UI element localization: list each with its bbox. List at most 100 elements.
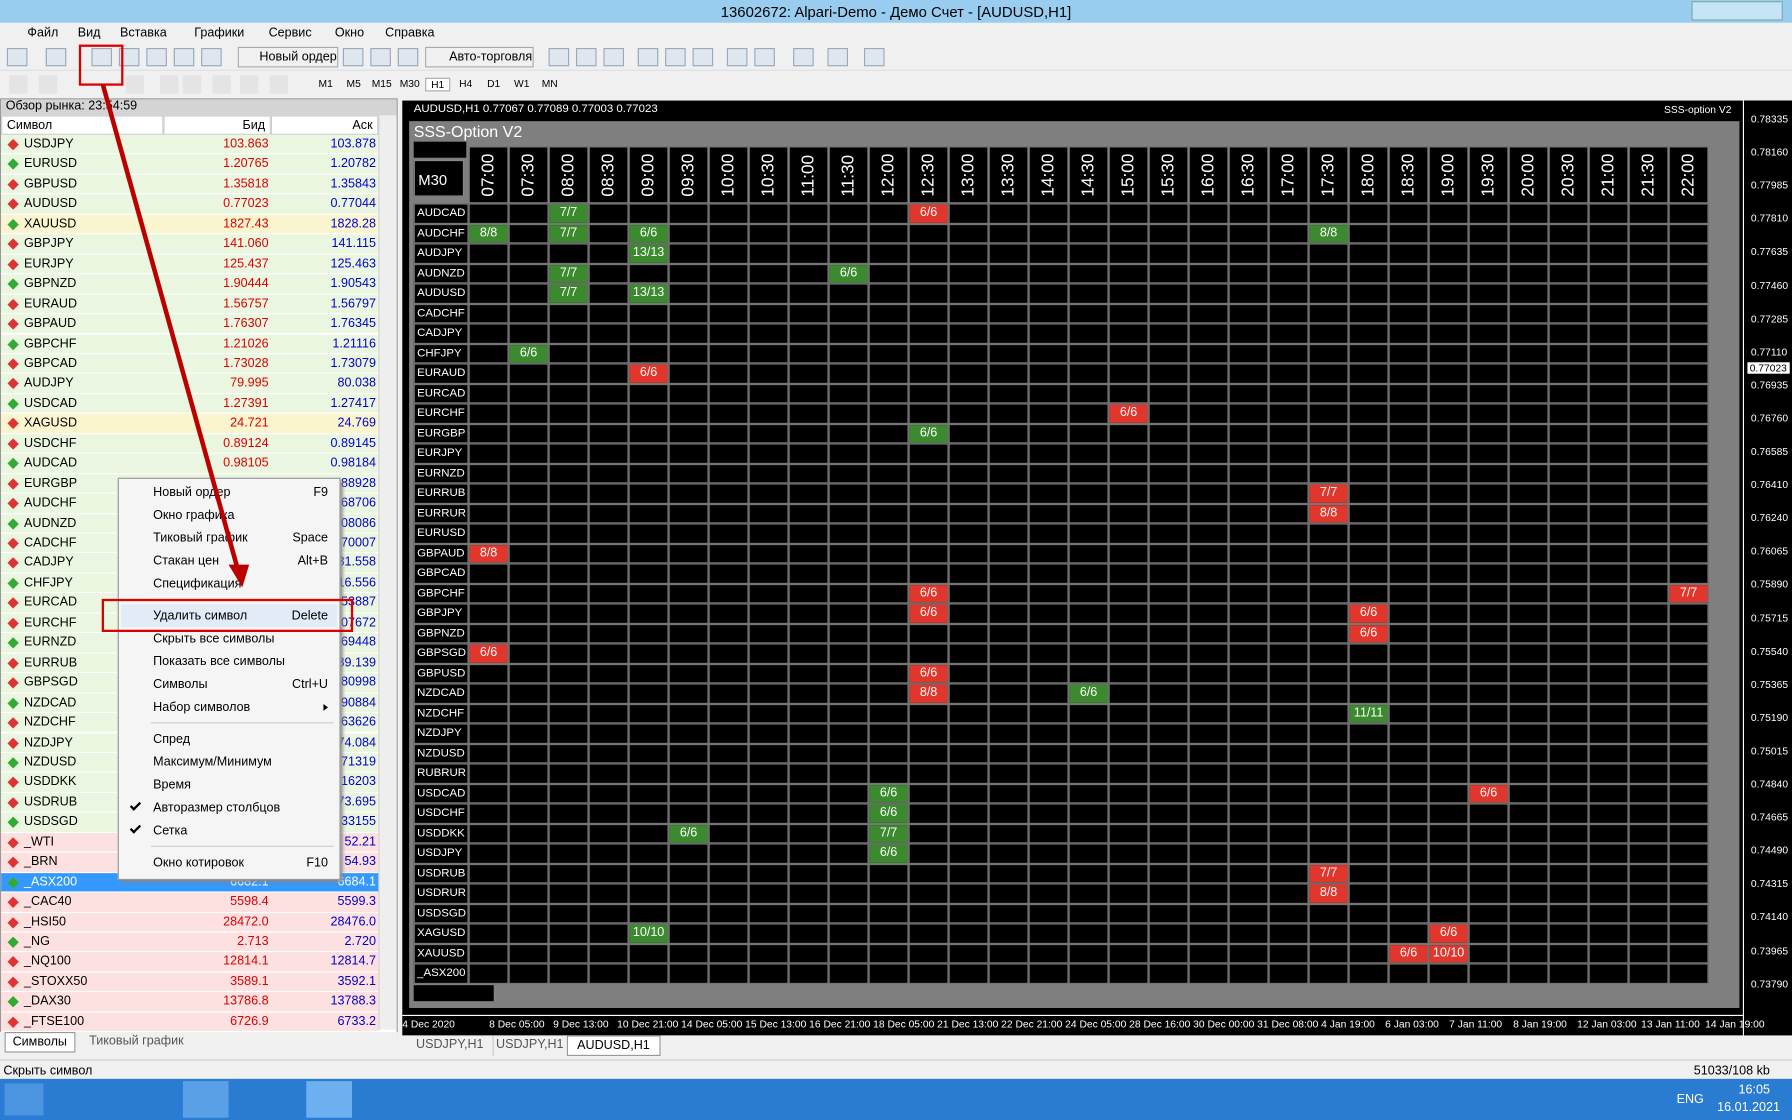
signal-cell[interactable]: 6/6	[509, 344, 548, 363]
toolbar-icon[interactable]	[863, 47, 885, 67]
market-row[interactable]: GBPNZD 1.90444 1.90543	[1, 274, 379, 295]
signal-cell[interactable]: 8/8	[1309, 504, 1348, 523]
market-row[interactable]: USDCHF 0.89124 0.89145	[1, 433, 379, 454]
toolbar-icon[interactable]	[665, 47, 686, 67]
signal-cell[interactable]: 7/7	[1309, 484, 1348, 503]
time-header	[468, 146, 509, 204]
signal-cell[interactable]: 8/8	[1309, 224, 1348, 243]
market-row[interactable]: _CAC40 5598.4 5599.3	[1, 892, 379, 913]
tab[interactable]: Тиковый график	[89, 1034, 184, 1048]
signal-cell[interactable]: 6/6	[909, 584, 948, 603]
toolbar-icon[interactable]	[212, 75, 231, 94]
toolbar-icon[interactable]	[548, 47, 570, 67]
signal-cell[interactable]: 6/6	[909, 604, 948, 623]
market-row[interactable]: AUDCAD 0.98105 0.98184	[1, 453, 379, 474]
toolbar-icon[interactable]	[754, 47, 775, 67]
menu-item[interactable]: Графики	[194, 26, 245, 40]
market-row[interactable]: USDJPY 103.863 103.878	[1, 134, 379, 155]
market-row[interactable]: XAUUSD 1827.43 1828.28	[1, 214, 379, 235]
market-row[interactable]: XAGUSD 24.721 24.769	[1, 414, 379, 434]
signal-cell[interactable]: 13/13	[629, 244, 668, 263]
timeframe[interactable]: M30	[413, 159, 464, 197]
market-row[interactable]: GBPJPY 141.060 141.115	[1, 234, 379, 255]
market-row[interactable]: AUDUSD 0.77023 0.77044	[1, 194, 379, 215]
toolbar-icon[interactable]	[146, 47, 167, 67]
market-row[interactable]: _STOXX50 3589.1 3592.1	[1, 972, 379, 993]
signal-cell[interactable]: 13/13	[629, 284, 668, 303]
menu-item[interactable]: Окно	[334, 26, 365, 40]
signal-cell[interactable]: 6/6	[829, 264, 868, 283]
toolbar-icon[interactable]	[692, 47, 714, 67]
signal-cell[interactable]: 6/6	[1109, 404, 1148, 423]
market-row[interactable]: _DAX30 13786.8 13788.3	[1, 992, 379, 1013]
timeframe-button[interactable]: M1	[318, 77, 333, 90]
toolbar-icon[interactable]	[91, 47, 112, 67]
toolbar-icon[interactable]	[603, 47, 624, 67]
market-row[interactable]: _FTSE100 6726.9 6733.2	[1, 1012, 379, 1033]
signal-cell[interactable]: 7/7	[1669, 584, 1708, 603]
menu-item[interactable]: Файл	[27, 26, 59, 40]
auto-trading-button[interactable]: Авто-торговля	[425, 46, 534, 68]
toolbar-icon[interactable]	[201, 47, 222, 67]
market-row[interactable]: GBPCAD 1.73028 1.73079	[1, 354, 379, 375]
market-row[interactable]: _NQ100 12814.1 12814.7	[1, 952, 379, 973]
timeframe-button[interactable]: W1	[513, 77, 530, 90]
toolbar-icon[interactable]	[370, 47, 391, 67]
menu-item[interactable]: Вид	[77, 26, 101, 40]
new-order-button[interactable]: Новый ордер	[237, 46, 339, 68]
signal-cell[interactable]: 6/6	[1349, 604, 1388, 623]
toolbar-icon[interactable]	[239, 75, 259, 94]
timeframe-button[interactable]: M30	[399, 77, 420, 90]
signal-cell[interactable]: 8/8	[469, 224, 508, 243]
toolbar-icon[interactable]	[173, 47, 195, 67]
scrollbar[interactable]	[378, 115, 397, 1030]
market-row[interactable]: _NG 2.713 2.720	[1, 932, 379, 953]
toolbar-icon[interactable]	[397, 47, 419, 67]
timeframe-button[interactable]: H1	[425, 77, 451, 92]
market-row[interactable]: EURUSD 1.20765 1.20782	[1, 154, 379, 175]
toolbar-icon[interactable]	[118, 47, 140, 67]
toolbar-icon[interactable]	[827, 47, 848, 67]
timeframe-button[interactable]: H4	[459, 77, 473, 90]
market-row[interactable]: GBPAUD 1.76307 1.76345	[1, 314, 379, 335]
signal-cell[interactable]: 6/6	[1349, 624, 1388, 643]
signal-cell[interactable]: 6/6	[909, 204, 948, 223]
timeframe-button[interactable]: M15	[371, 77, 392, 90]
market-row[interactable]: EURJPY 125.437 125.463	[1, 254, 379, 275]
signal-cell[interactable]: 7/7	[549, 224, 588, 243]
toolbar-icon[interactable]	[793, 47, 814, 67]
timeframe-button[interactable]: MN	[541, 77, 558, 90]
window-controls[interactable]	[1691, 1, 1783, 21]
toolbar-icon[interactable]	[575, 47, 597, 67]
signal-cell[interactable]: 7/7	[549, 204, 588, 223]
toolbar-icon[interactable]	[182, 75, 202, 94]
toolbar-icon[interactable]	[159, 75, 179, 94]
toolbar-icon[interactable]	[726, 47, 748, 67]
signal-cell[interactable]: 6/6	[469, 644, 508, 663]
market-row[interactable]: GBPUSD 1.35818 1.35843	[1, 174, 379, 195]
toolbar-icon[interactable]	[45, 47, 67, 67]
toolbar-icon[interactable]	[125, 75, 144, 94]
signal-cell[interactable]: 6/6	[629, 364, 668, 383]
signal-cell[interactable]: 8/8	[469, 544, 508, 563]
signal-cell[interactable]: 6/6	[909, 424, 948, 443]
signal-cell[interactable]: 7/7	[549, 264, 588, 283]
menu-item[interactable]: Справка	[385, 26, 435, 40]
toolbar-icon[interactable]	[9, 75, 28, 94]
toolbar-icon[interactable]	[38, 75, 58, 94]
signal-cell[interactable]: 7/7	[549, 284, 588, 303]
toolbar-icon[interactable]	[269, 75, 288, 94]
toolbar-icon[interactable]	[342, 47, 364, 67]
timeframe-button[interactable]: M5	[346, 77, 361, 90]
menu-item[interactable]: Вставка	[119, 26, 167, 40]
toolbar-icon[interactable]	[637, 47, 659, 67]
toolbar-icon[interactable]	[6, 47, 28, 67]
timeframe-button[interactable]: D1	[487, 77, 501, 90]
panel-controls[interactable]	[413, 141, 467, 158]
market-row[interactable]: GBPCHF 1.21026 1.21116	[1, 334, 379, 355]
market-row[interactable]: _HSI50 28472.0 28476.0	[1, 912, 379, 933]
signal-cell[interactable]: 6/6	[629, 224, 668, 243]
tab[interactable]: Символы	[4, 1031, 75, 1053]
market-row[interactable]: EURAUD 1.56757 1.56797	[1, 294, 379, 315]
menu-item[interactable]: Сервис	[268, 26, 312, 40]
